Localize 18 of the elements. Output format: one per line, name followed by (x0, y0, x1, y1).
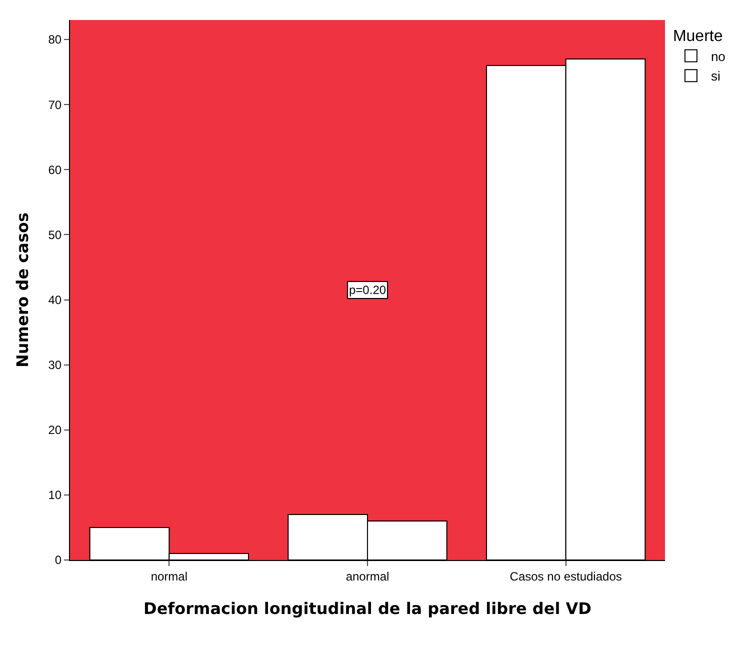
y-tick-label: 80 (48, 32, 62, 47)
legend-title: Muerte (672, 28, 723, 45)
x-tick-label: normal (150, 569, 188, 584)
y-tick-label: 10 (48, 488, 62, 502)
annotation: p=0.20 (349, 283, 386, 297)
legend-label: si (710, 68, 720, 84)
y-tick-label: 60 (48, 162, 62, 177)
x-tick-label: anormal (346, 569, 390, 584)
y-tick-label: 0 (54, 553, 62, 568)
y-tick-label: 50 (48, 228, 62, 242)
y-axis-title: Numero de casos (13, 212, 32, 368)
y-tick-label: 20 (48, 423, 62, 438)
y-tick-label: 70 (48, 98, 62, 112)
legend-label: no (710, 48, 726, 64)
x-axis-title: Deformacion longitudinal de la pared libre del VD (144, 599, 592, 618)
y-tick-label: 30 (48, 358, 62, 372)
y-tick-label: 40 (48, 292, 62, 307)
x-tick-label: Casos no estudiados (510, 569, 622, 584)
